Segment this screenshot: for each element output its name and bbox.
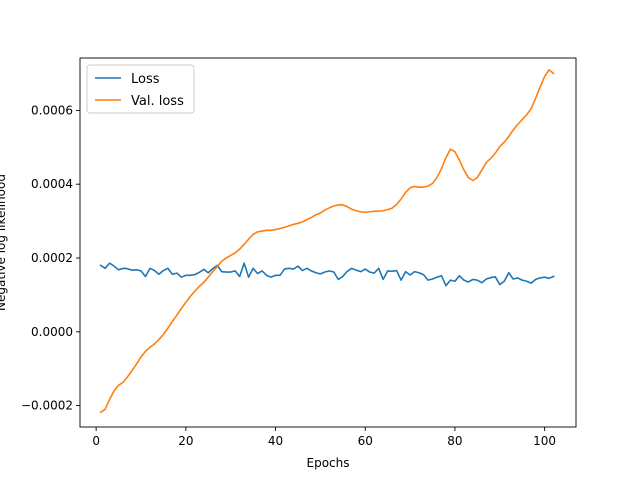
- y-tick-label: 0.0000: [31, 325, 73, 339]
- x-tick-label: 20: [178, 434, 193, 448]
- legend-label-val-loss: Val. loss: [131, 94, 184, 109]
- x-tick-label: 100: [533, 434, 556, 448]
- x-tick-label: 80: [447, 434, 462, 448]
- y-axis-label: Negative log likelihood: [0, 174, 8, 311]
- y-tick-label: 0.0004: [31, 177, 73, 191]
- y-tick-label: −0.0002: [21, 399, 73, 413]
- x-tick-label: 0: [92, 434, 100, 448]
- legend: Loss Val. loss: [86, 64, 195, 114]
- x-tick-label: 60: [358, 434, 373, 448]
- series-line-loss: [99, 262, 555, 287]
- series-line-val-loss: [99, 69, 555, 414]
- x-tick-label: 40: [268, 434, 283, 448]
- plot-frame: [79, 57, 577, 428]
- series-group: [99, 69, 555, 414]
- y-tick-label: 0.0006: [31, 103, 73, 117]
- y-tick-label: 0.0002: [31, 251, 73, 265]
- legend-label-loss: Loss: [131, 72, 160, 87]
- legend-box: [86, 64, 195, 114]
- x-axis-label: Epochs: [307, 456, 350, 470]
